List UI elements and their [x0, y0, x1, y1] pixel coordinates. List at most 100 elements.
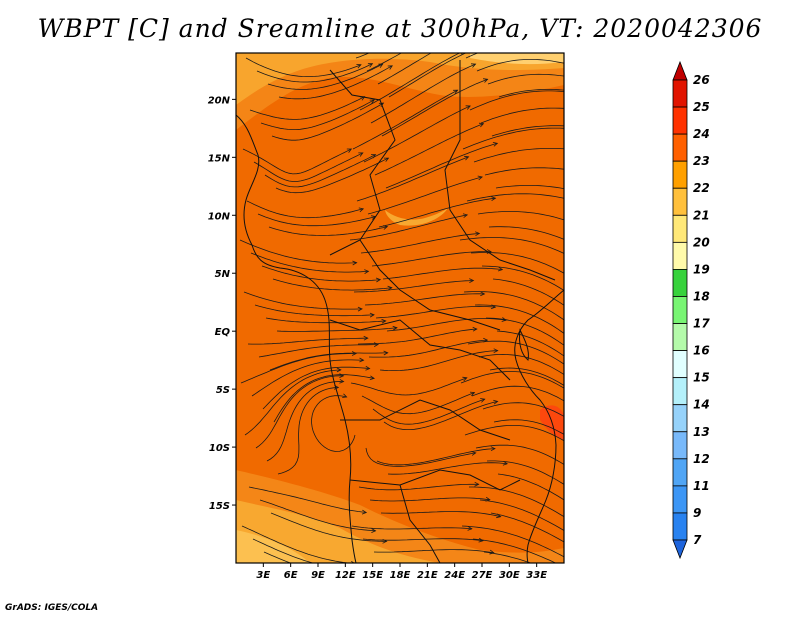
- x-tick-label: 21E: [417, 570, 438, 581]
- streamline-arrow: [593, 329, 597, 333]
- streamline: [246, 200, 364, 219]
- streamline-arrow: [358, 207, 365, 213]
- colorbar-label: 7: [693, 533, 702, 547]
- streamline: [245, 57, 362, 77]
- streamline: [463, 291, 564, 321]
- colorbar-box: [672, 485, 688, 514]
- streamline-arrow: [371, 528, 377, 533]
- y-tick-label: EQ: [215, 327, 231, 338]
- colorbar-label: 17: [693, 317, 710, 331]
- streamline: [472, 538, 557, 563]
- streamline: [277, 387, 339, 475]
- streamline-arrow: [493, 399, 499, 405]
- streamline: [482, 402, 564, 417]
- streamline: [475, 444, 564, 465]
- streamline: [387, 462, 508, 475]
- streamline-arrow: [365, 365, 371, 371]
- colorbar-box: [672, 214, 688, 243]
- streamline: [386, 318, 507, 332]
- streamline: [264, 154, 376, 188]
- streamline-arrow: [588, 364, 592, 368]
- streamline: [247, 337, 368, 345]
- streamline-arrow: [585, 542, 589, 546]
- streamline-arrow: [336, 367, 342, 373]
- streamline: [381, 78, 488, 137]
- streamline-arrow: [356, 64, 362, 69]
- streamline: [266, 381, 344, 462]
- streamline: [380, 511, 501, 518]
- streamline: [240, 353, 357, 384]
- streamline: [370, 63, 476, 124]
- streamline: [360, 233, 480, 254]
- streamline-arrow: [571, 559, 576, 563]
- y-tick-label: 5S: [216, 385, 230, 396]
- streamline: [350, 377, 467, 396]
- streamline-arrow: [599, 174, 603, 178]
- colorbar-bottom-arrow: [672, 539, 688, 560]
- streamline: [491, 125, 564, 137]
- streamline: [477, 211, 564, 221]
- y-tick-label: 15S: [209, 501, 230, 512]
- streamline: [464, 425, 564, 442]
- streamline: [375, 305, 496, 319]
- streamline-arrow: [358, 152, 364, 157]
- country-borders: [236, 60, 564, 563]
- streamline: [261, 265, 381, 282]
- streamline-arrow: [575, 371, 579, 375]
- colorbar-label: 12: [693, 452, 710, 466]
- streamline-arrow: [462, 213, 469, 218]
- streamline-arrow: [571, 324, 575, 328]
- colorbar-box: [672, 323, 688, 351]
- streamline: [263, 551, 292, 563]
- streamline-arrow: [580, 410, 584, 414]
- colorbar-label: 22: [693, 181, 710, 195]
- colorbar-label: 18: [693, 289, 710, 303]
- colorbar-box: [672, 187, 688, 216]
- streamline: [369, 497, 490, 502]
- streamline-arrow: [483, 78, 489, 83]
- streamline: [492, 278, 564, 306]
- streamline-arrow: [467, 526, 473, 531]
- streamline-arrow: [346, 148, 353, 153]
- streamline: [256, 63, 373, 83]
- streamline: [496, 330, 564, 357]
- y-tick-label: 5N: [215, 269, 231, 280]
- streamline: [368, 339, 488, 358]
- streamline-arrow: [383, 157, 390, 162]
- grads-credit: GrADS: IGES/COLA: [5, 603, 99, 613]
- colorbar-label: 24: [693, 127, 710, 141]
- streamline: [388, 53, 467, 98]
- x-tick-label: 27E: [472, 570, 493, 581]
- colorbar-box: [672, 404, 688, 433]
- streamline-arrow: [478, 122, 485, 128]
- streamline: [249, 96, 365, 120]
- streamline: [379, 350, 498, 371]
- streamline: [374, 123, 484, 176]
- y-tick-label: 10S: [209, 443, 230, 454]
- colorbar-label: 23: [693, 154, 710, 168]
- streamline-arrow: [478, 537, 484, 543]
- border-line-f: [349, 469, 521, 491]
- streamline-arrow: [490, 446, 496, 452]
- streamline-arrow: [459, 5, 464, 9]
- streamline-arrow: [371, 154, 377, 159]
- streamline: [278, 65, 393, 100]
- border-line-b: [444, 60, 556, 281]
- x-tick-label: 33E: [526, 570, 547, 581]
- streamline: [351, 525, 472, 530]
- streamline-arrow: [387, 285, 393, 291]
- streamline: [469, 486, 564, 518]
- streamline: [273, 374, 375, 423]
- streamline-arrow: [600, 523, 604, 527]
- streamline-arrow: [483, 337, 489, 343]
- streamline: [487, 73, 564, 85]
- streamline: [361, 392, 475, 415]
- streamline: [460, 371, 564, 389]
- x-tick-label: 3E: [256, 570, 270, 581]
- streamline: [355, 53, 370, 59]
- streamline: [267, 63, 383, 90]
- colorbar-box: [672, 269, 688, 297]
- streamline-arrow: [592, 589, 596, 593]
- streamline: [490, 512, 564, 543]
